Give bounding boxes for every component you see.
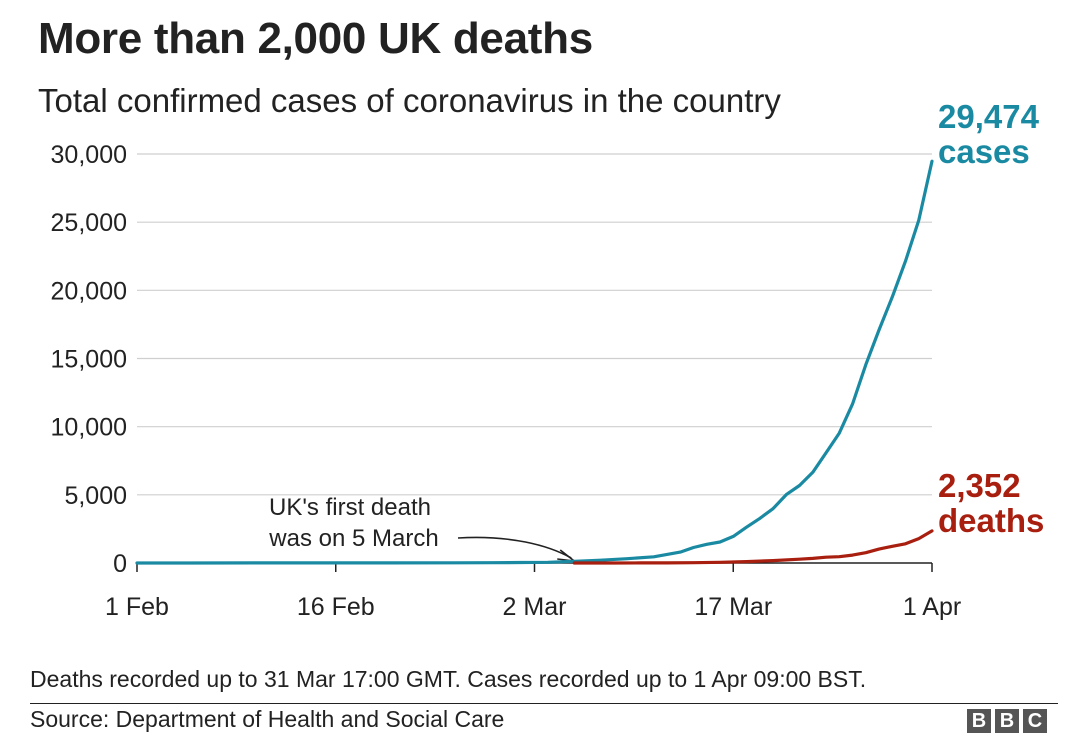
y-tick-label: 5,000 [64,482,127,510]
chart-title: More than 2,000 UK deaths [38,14,593,63]
x-tick-label: 1 Feb [105,593,169,621]
annotation-text: UK's first death [269,494,431,521]
x-tick-label: 1 Apr [903,593,961,621]
logo-letter: C [1023,709,1047,733]
gridlines [137,153,932,564]
x-tick-label: 17 Mar [694,593,772,621]
y-axis-ticks: 0 5,000 10,000 15,000 20,000 25,000 30,000 [51,141,127,578]
x-axis-ticks: 1 Feb 16 Feb 2 Mar 17 Mar 1 Apr [105,563,961,621]
end-label-value: 29,474 [938,98,1040,135]
footnote: Deaths recorded up to 31 Mar 17:00 GMT. … [30,666,867,692]
x-tick-label: 16 Feb [297,593,375,621]
source-text: Source: Department of Health and Social … [30,706,505,732]
bbc-logo: B B C [967,709,1047,733]
y-tick-label: 30,000 [51,141,127,169]
divider [30,703,1058,704]
y-tick-label: 10,000 [51,414,127,442]
end-label-unit: cases [938,133,1030,170]
series-line-cases [135,159,934,565]
y-tick-label: 20,000 [51,277,127,305]
y-tick-label: 0 [113,550,127,578]
logo-letter: B [967,709,991,733]
chart-subtitle: Total confirmed cases of coronavirus in … [38,82,781,119]
y-tick-label: 25,000 [51,209,127,237]
annotation-arrow [457,536,572,559]
x-tick-label: 2 Mar [503,593,567,621]
line-chart: 0 5,000 10,000 15,000 20,000 25,000 30,000 1 F… [51,98,1045,621]
y-tick-label: 15,000 [51,346,127,374]
series-line-deaths [572,529,934,565]
annotation: UK's first death was on 5 March [268,494,577,563]
series [135,159,934,565]
end-label-unit: deaths [938,502,1044,539]
logo-letter: B [995,709,1019,733]
end-label-value: 2,352 [938,467,1021,504]
annotation-text: was on 5 March [268,525,438,552]
